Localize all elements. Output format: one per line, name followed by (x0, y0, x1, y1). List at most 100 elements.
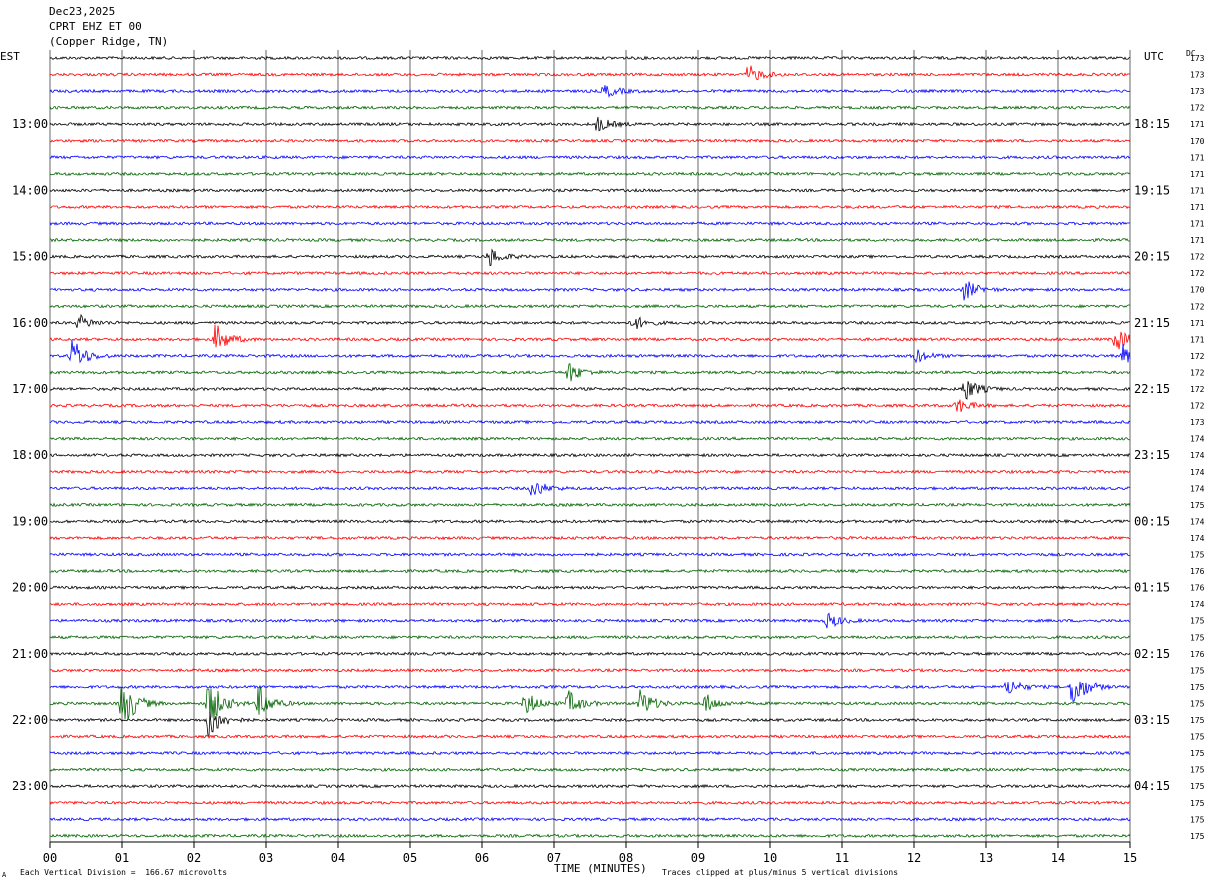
x-tick-label: 02 (187, 851, 201, 865)
right-hour-label: 00:15 (1134, 514, 1170, 528)
x-axis-label: TIME (MINUTES) (554, 862, 647, 875)
dc-offset-label: 175 (1190, 699, 1205, 708)
right-timezone-label: UTC (1144, 50, 1164, 63)
dc-offset-label: 171 (1190, 186, 1205, 195)
dc-offset-label: 175 (1190, 617, 1205, 626)
dc-offset-label: 171 (1190, 319, 1205, 328)
seismic-trace-row-42 (49, 750, 1131, 756)
seismic-trace-row-6 (49, 154, 1131, 160)
right-hour-label: 03:15 (1134, 713, 1170, 727)
dc-offset-label: 173 (1190, 71, 1205, 80)
scale-note: Each Vertical Division = 166.67 microvol… (20, 868, 228, 877)
left-hour-label: 22:00 (12, 713, 48, 727)
dc-offset-label: 174 (1190, 435, 1205, 444)
dc-offset-label: 171 (1190, 335, 1205, 344)
dc-offset-label: 175 (1190, 666, 1205, 675)
seismic-trace-row-28 (50, 518, 1131, 524)
seismic-trace-row-39 (49, 686, 1131, 720)
trace-group (49, 55, 1131, 839)
dc-offset-label: 176 (1190, 650, 1205, 659)
seismic-trace-row-14 (49, 281, 1131, 301)
seismic-trace-row-23 (49, 436, 1131, 442)
x-tick-label: 00 (43, 851, 57, 865)
right-hour-label: 23:15 (1134, 448, 1170, 462)
dc-offset-label: 176 (1190, 567, 1205, 576)
dc-offset-label: 175 (1190, 683, 1205, 692)
seismic-trace-row-32 (49, 585, 1131, 591)
seismic-trace-row-16 (49, 313, 1131, 329)
x-tick-label: 11 (835, 851, 849, 865)
x-tick-label: 06 (475, 851, 489, 865)
left-hour-label: 21:00 (12, 647, 48, 661)
dc-offset-label: 173 (1190, 418, 1205, 427)
seismic-trace-row-45 (49, 800, 1131, 806)
seismic-trace-row-7 (49, 171, 1131, 177)
dc-offset-label: 175 (1190, 633, 1205, 642)
dc-offset-label: 173 (1190, 54, 1205, 63)
dc-offset-label: 171 (1190, 170, 1205, 179)
dc-offset-label: 172 (1190, 352, 1205, 361)
seismic-trace-row-41 (49, 734, 1131, 740)
right-hour-label: 20:15 (1134, 250, 1170, 264)
dc-offset-label: 172 (1190, 402, 1205, 411)
left-hour-label: 14:00 (12, 183, 48, 197)
dc-offset-label: 171 (1190, 220, 1205, 229)
right-hour-label: 22:15 (1134, 382, 1170, 396)
plot-grid (49, 50, 1131, 843)
dc-offset-label: 175 (1190, 815, 1205, 824)
corner-mark: A (2, 871, 7, 879)
dc-offset-label: 175 (1190, 799, 1205, 808)
header-station: CPRT EHZ ET 00 (49, 20, 142, 33)
seismic-trace-row-44 (49, 783, 1131, 789)
seismic-trace-row-11 (49, 237, 1131, 243)
clip-note: Traces clipped at plus/minus 5 vertical … (662, 868, 899, 877)
x-tick-label: 08 (619, 851, 633, 865)
seismic-trace-row-19 (49, 363, 1131, 382)
left-timezone-label: EST (0, 50, 20, 63)
x-tick-label: 03 (259, 851, 273, 865)
seismic-trace-row-26 (49, 483, 1131, 496)
seismic-trace-row-25 (49, 469, 1131, 475)
dc-offset-label: 171 (1190, 236, 1205, 245)
dc-offset-label: 172 (1190, 385, 1205, 394)
dc-offset-label: 172 (1190, 302, 1205, 311)
dc-offset-label: 175 (1190, 501, 1205, 510)
seismic-trace-row-35 (49, 634, 1131, 640)
x-tick-label: 05 (403, 851, 417, 865)
seismic-trace-row-5 (49, 138, 1131, 144)
seismic-trace-row-46 (49, 816, 1131, 822)
dc-offset-label: 174 (1190, 484, 1205, 493)
dc-offset-label: 170 (1190, 137, 1205, 146)
dc-offset-label: 172 (1190, 253, 1205, 262)
right-hour-label: 01:15 (1134, 581, 1170, 595)
right-hour-label: 04:15 (1134, 779, 1170, 793)
dc-offset-label: 170 (1190, 286, 1205, 295)
dc-offset-label: 175 (1190, 749, 1205, 758)
seismic-trace-row-1 (49, 65, 1131, 81)
seismic-trace-row-20 (49, 381, 1131, 400)
seismic-trace-row-47 (49, 833, 1131, 839)
seismic-trace-row-10 (49, 221, 1131, 226)
dc-offset-label: 176 (1190, 584, 1205, 593)
dc-offset-label: 175 (1190, 782, 1205, 791)
seismic-trace-row-31 (49, 568, 1131, 574)
dc-offset-label: 174 (1190, 517, 1205, 526)
x-tick-label: 15 (1123, 851, 1137, 865)
dc-offset-label: 172 (1190, 269, 1205, 278)
right-hour-label: 18:15 (1134, 117, 1170, 131)
seismic-trace-row-4 (49, 116, 1131, 132)
x-tick-label: 12 (907, 851, 921, 865)
seismic-trace-row-27 (49, 502, 1131, 508)
dc-offset-label: 175 (1190, 766, 1205, 775)
dc-offset-label: 172 (1190, 104, 1205, 113)
left-hour-label: 20:00 (12, 581, 48, 595)
seismic-trace-row-18 (49, 339, 1131, 364)
left-hour-label: 16:00 (12, 316, 48, 330)
dc-offset-label: 174 (1190, 468, 1205, 477)
seismic-trace-row-33 (49, 601, 1131, 607)
dc-offset-label: 175 (1190, 716, 1205, 725)
dc-offset-label: 171 (1190, 203, 1205, 212)
seismic-trace-row-2 (49, 85, 1131, 98)
dc-offset-label: 173 (1190, 87, 1205, 96)
dc-offset-label: 174 (1190, 600, 1205, 609)
